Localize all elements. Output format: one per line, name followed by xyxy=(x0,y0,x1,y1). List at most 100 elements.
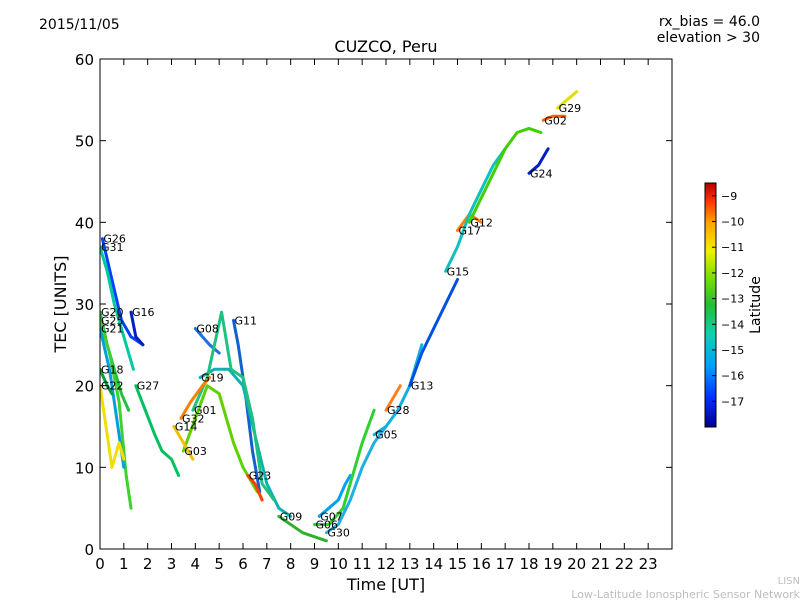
colorbar-tick-label: −9 xyxy=(721,190,737,203)
elevation-label: elevation > 30 xyxy=(656,30,760,46)
series-line-g26 xyxy=(100,237,145,347)
series-label-g30: G30 xyxy=(327,527,350,540)
series-line-g02 xyxy=(541,114,567,122)
y-tick-label: 0 xyxy=(84,541,94,559)
series-label-g05: G05 xyxy=(375,429,398,442)
series-label-g17: G17 xyxy=(459,225,482,238)
x-tick-label: 4 xyxy=(191,555,201,573)
series-label-g22: G22 xyxy=(101,380,124,393)
x-tick-label: 16 xyxy=(472,555,491,573)
series-label-g28: G28 xyxy=(387,404,410,417)
series-label-g06: G06 xyxy=(316,519,339,532)
x-tick-label: 21 xyxy=(591,555,610,573)
x-tick-label: 12 xyxy=(376,555,395,573)
x-tick-label: 9 xyxy=(310,555,320,573)
rx-bias-label: rx_bias = 46.0 xyxy=(658,14,760,30)
x-tick-label: 0 xyxy=(95,555,105,573)
series-line-g07 xyxy=(317,474,352,518)
y-tick-label: 50 xyxy=(75,133,94,151)
y-axis-label: TEC [UNITS] xyxy=(51,256,70,354)
x-tick-label: 20 xyxy=(567,555,586,573)
series-line-g03 xyxy=(181,384,259,494)
series-label-g11: G11 xyxy=(234,314,257,327)
y-tick-label: 60 xyxy=(75,51,94,69)
series-line-g13 xyxy=(408,278,459,388)
series-line-g16 xyxy=(129,310,145,347)
series-label-g20: G20 xyxy=(101,306,124,319)
series-line-g12 xyxy=(467,126,543,224)
x-tick-label: 1 xyxy=(119,555,129,573)
date-label: 2015/11/05 xyxy=(39,17,120,33)
series-label-g13: G13 xyxy=(411,380,434,393)
chart-title: CUZCO, Peru xyxy=(334,37,438,56)
colorbar-tick-label: −11 xyxy=(721,241,744,254)
x-tick-label: 19 xyxy=(543,555,562,573)
series-label-g09: G09 xyxy=(280,510,303,523)
y-tick-label: 20 xyxy=(75,378,94,396)
series-line-g29 xyxy=(556,90,579,110)
x-tick-label: 22 xyxy=(615,555,634,573)
series-line-g30 xyxy=(324,425,388,535)
series-line-g14 xyxy=(172,425,195,461)
series-line-g23 xyxy=(246,474,264,502)
x-tick-label: 11 xyxy=(353,555,372,573)
series-label-g25: G25 xyxy=(101,314,124,327)
series-label-g26: G26 xyxy=(103,233,126,246)
series-label-g18: G18 xyxy=(101,363,124,376)
series-line-g01 xyxy=(191,310,276,502)
series-label-g03: G03 xyxy=(184,445,207,458)
series-label-g14: G14 xyxy=(175,421,198,434)
x-tick-label: 15 xyxy=(448,555,467,573)
series-label-g31: G31 xyxy=(101,241,124,254)
x-tick-label: 13 xyxy=(400,555,419,573)
x-tick-label: 3 xyxy=(167,555,177,573)
y-tick-label: 10 xyxy=(75,459,94,477)
series-line-g24 xyxy=(527,147,550,175)
series-line-g09 xyxy=(277,514,328,543)
y-tick-label: 40 xyxy=(75,214,94,232)
colorbar-label: Latitude xyxy=(748,276,764,334)
series-label-g19: G19 xyxy=(201,372,224,385)
series-line-g32 xyxy=(179,376,212,420)
plot-frame xyxy=(99,58,673,550)
x-tick-label: 14 xyxy=(424,555,443,573)
series-line-g15 xyxy=(444,147,507,273)
network-short-name: LISN xyxy=(777,576,800,587)
series-label-g16: G16 xyxy=(132,306,155,319)
x-tick-label: 18 xyxy=(519,555,538,573)
network-full-name: Low-Latitude Ionospheric Sensor Network xyxy=(571,588,800,601)
series-label-g07: G07 xyxy=(320,510,343,523)
series-label-g15: G15 xyxy=(447,265,470,278)
series-label-g24: G24 xyxy=(530,167,553,180)
series-line-g25 xyxy=(100,318,133,510)
series-label-g21: G21 xyxy=(101,323,124,336)
colorbar-tick-label: −14 xyxy=(721,318,744,331)
x-tick-label: 5 xyxy=(214,555,224,573)
x-tick-label: 23 xyxy=(639,555,658,573)
plot-settings: rx_bias = 46.0 elevation > 30 xyxy=(657,14,760,46)
colorbar-tick-label: −10 xyxy=(721,216,744,229)
series-label-g08: G08 xyxy=(196,323,219,336)
series-line-g27 xyxy=(134,384,181,477)
series-label-g29: G29 xyxy=(559,102,582,115)
colorbar-tick-label: −17 xyxy=(721,395,744,408)
series-label-g02: G02 xyxy=(544,114,567,127)
series-label-g32: G32 xyxy=(182,412,205,425)
series-label-g23: G23 xyxy=(249,470,272,483)
series-label-g12: G12 xyxy=(470,216,493,229)
series-line-g18 xyxy=(100,367,114,396)
x-tick-label: 6 xyxy=(238,555,248,573)
series-label-g01: G01 xyxy=(194,404,217,417)
colorbar-tick-label: −15 xyxy=(721,344,744,357)
y-tick-label: 30 xyxy=(75,296,94,314)
x-tick-label: 7 xyxy=(262,555,272,573)
colorbar xyxy=(704,182,717,428)
colorbar-tick-label: −16 xyxy=(721,370,744,383)
x-tick-label: 17 xyxy=(496,555,515,573)
x-tick-label: 10 xyxy=(329,555,348,573)
x-tick-label: 2 xyxy=(143,555,153,573)
x-tick-label: 8 xyxy=(286,555,296,573)
colorbar-tick-label: −12 xyxy=(721,267,744,280)
series-label-g27: G27 xyxy=(137,380,160,393)
